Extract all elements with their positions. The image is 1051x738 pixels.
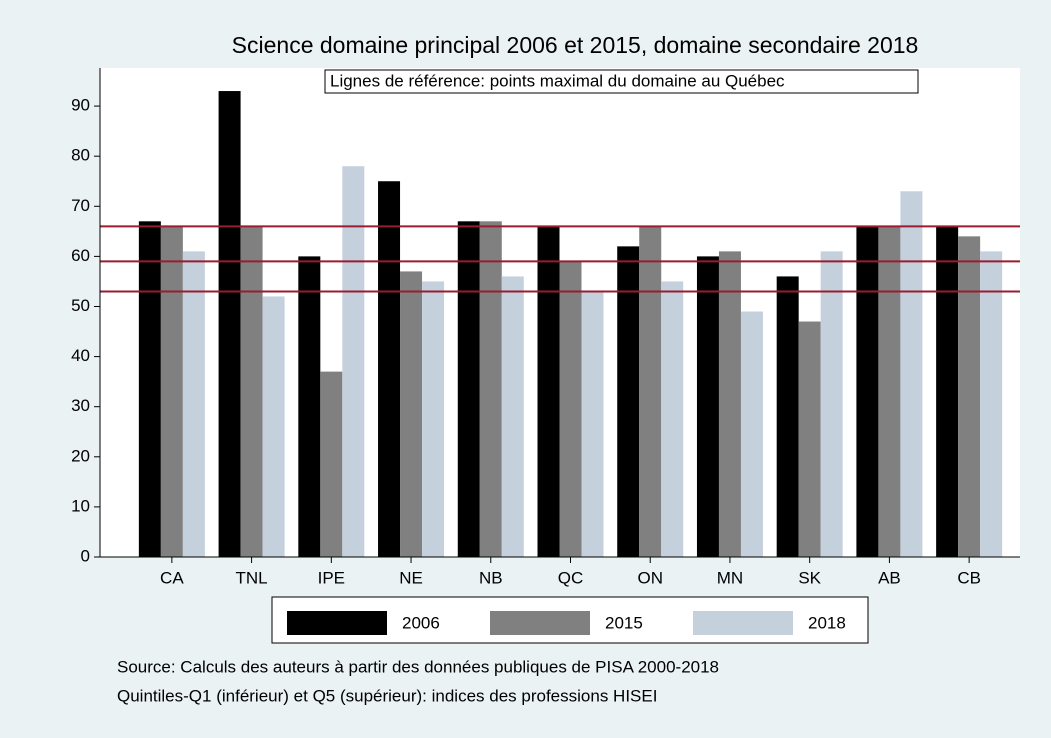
bar (342, 166, 365, 558)
x-tick-label: QC (558, 568, 584, 587)
legend-label: 2018 (808, 613, 846, 632)
bar (696, 256, 719, 557)
y-tick-label: 90 (71, 96, 90, 115)
x-tick-label: AB (878, 568, 901, 587)
y-tick-label: 20 (71, 446, 90, 465)
bar (581, 291, 604, 557)
bar (537, 226, 560, 557)
x-tick-label: CB (957, 568, 981, 587)
note: Source: Calculs des auteurs à partir des… (117, 657, 719, 676)
legend-swatch (693, 611, 793, 635)
note: Quintiles-Q1 (inférieur) et Q5 (supérieu… (117, 686, 657, 705)
x-tick-label: SK (798, 568, 821, 587)
chart-title: Science domaine principal 2006 et 2015, … (232, 32, 919, 58)
bar (856, 226, 879, 557)
x-tick-label: NE (399, 568, 423, 587)
x-tick-label: NB (479, 568, 503, 587)
bar (936, 226, 959, 557)
bar (501, 276, 524, 557)
bar (218, 91, 241, 558)
bar (479, 221, 502, 557)
bar (740, 311, 763, 557)
y-tick-label: 60 (71, 246, 90, 265)
annotation-box (324, 69, 919, 94)
x-tick-label: MN (717, 568, 743, 587)
x-tick-label: ON (637, 568, 663, 587)
bar (958, 236, 981, 557)
bar (980, 251, 1003, 557)
legend-label: 2015 (605, 613, 643, 632)
y-tick-label: 70 (71, 196, 90, 215)
bar (262, 296, 285, 557)
legend-label: 2006 (402, 613, 440, 632)
annotation: Lignes de référence: points maximal du d… (330, 71, 785, 90)
bar (900, 191, 923, 557)
x-tick-label: TNL (236, 568, 268, 587)
bar (639, 226, 662, 557)
bar (378, 181, 401, 557)
bar (798, 321, 821, 557)
legend-swatch (287, 611, 387, 635)
bar (661, 281, 684, 557)
y-tick-label: 40 (71, 346, 90, 365)
bar (138, 221, 161, 557)
bar (160, 226, 183, 557)
bar (820, 251, 843, 557)
legend-swatch (490, 611, 590, 635)
bar (878, 226, 901, 557)
bar (776, 276, 799, 557)
bar (298, 256, 321, 557)
bar (240, 226, 263, 557)
y-tick-label: 80 (71, 146, 90, 165)
y-tick-label: 10 (71, 496, 90, 515)
bar (320, 371, 343, 557)
bar (559, 261, 582, 557)
x-tick-label: CA (160, 568, 184, 587)
y-tick-label: 0 (81, 546, 90, 565)
y-tick-label: 30 (71, 396, 90, 415)
bar (422, 281, 445, 557)
x-tick-label: IPE (318, 568, 345, 587)
bar (400, 271, 423, 557)
bar (718, 251, 741, 557)
y-tick-label: 50 (71, 296, 90, 315)
bar (617, 246, 640, 558)
bar (182, 251, 205, 557)
bar (457, 221, 480, 557)
